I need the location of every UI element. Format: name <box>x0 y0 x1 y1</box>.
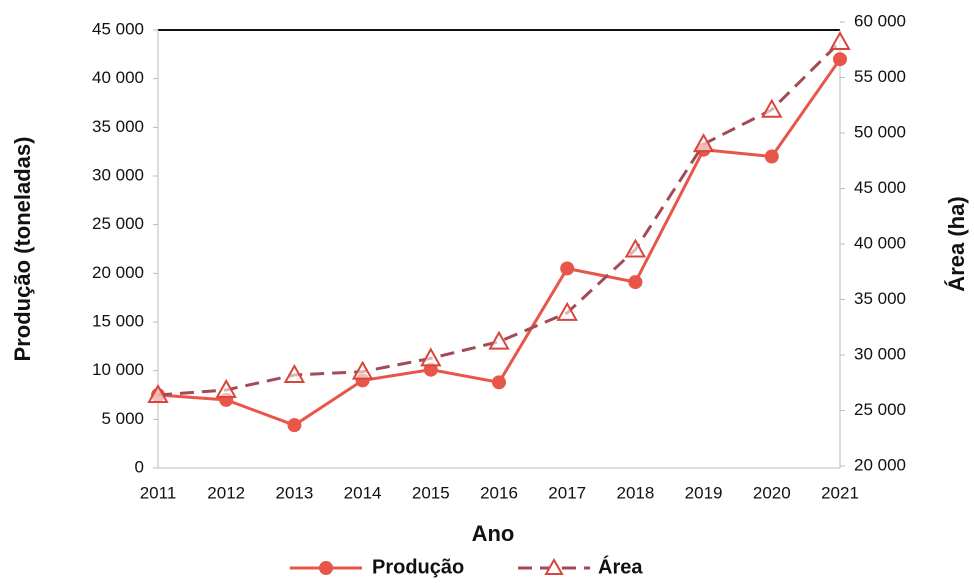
x-tick-label: 2015 <box>412 483 450 502</box>
y-tick-label: 5 000 <box>101 409 144 428</box>
marker <box>147 383 169 403</box>
marker <box>560 261 575 276</box>
marker <box>829 30 851 50</box>
marker <box>556 301 578 321</box>
x-tick-label: 2013 <box>275 483 313 502</box>
x-tick-label: 2011 <box>140 483 177 502</box>
marker <box>628 275 643 290</box>
x-tick-label: 2016 <box>480 483 518 502</box>
series-line <box>157 58 842 427</box>
y2-tick-label: 55 000 <box>854 67 906 86</box>
y-tick-label: 0 <box>135 457 144 476</box>
y2-tick-label: 20 000 <box>854 455 906 474</box>
y-tick-label: 15 000 <box>92 311 144 330</box>
legend-label: Área <box>598 555 643 578</box>
legend-marker <box>544 557 564 575</box>
y-tick-label: 30 000 <box>92 165 144 184</box>
x-tick-label: 2014 <box>344 483 382 502</box>
y-tick-label: 10 000 <box>92 360 144 379</box>
marker <box>420 347 442 367</box>
y-tick-label: 45 000 <box>92 19 144 38</box>
y2-tick-label: 35 000 <box>854 289 906 308</box>
y2-tick-label: 25 000 <box>854 400 906 419</box>
y2-tick-label: 50 000 <box>854 122 906 141</box>
marker <box>761 98 783 118</box>
y2-axis-label: Área (ha) <box>944 196 969 291</box>
marker <box>833 52 847 67</box>
marker <box>283 363 306 383</box>
y2-tick-label: 30 000 <box>854 344 906 363</box>
y-tick-label: 40 000 <box>92 68 144 87</box>
legend-label: Produção <box>372 556 464 578</box>
marker <box>215 378 237 398</box>
y-axis-label: Produção (toneladas) <box>10 137 35 362</box>
x-axis-label: Ano <box>472 521 515 546</box>
series-line <box>157 40 842 397</box>
x-tick-label: 2020 <box>753 483 791 502</box>
y-tick-label: 25 000 <box>92 214 144 233</box>
x-tick-label: 2012 <box>207 483 245 502</box>
y2-tick-label: 60 000 <box>854 11 906 30</box>
y-tick-label: 20 000 <box>92 263 144 282</box>
marker <box>624 238 647 258</box>
marker <box>492 375 506 390</box>
y-tick-label: 35 000 <box>92 117 144 136</box>
y2-tick-label: 45 000 <box>854 178 906 197</box>
y2-tick-label: 40 000 <box>854 233 906 252</box>
marker <box>488 330 510 350</box>
marker <box>764 149 779 164</box>
x-tick-label: 2017 <box>548 483 586 502</box>
legend-marker <box>319 561 333 575</box>
marker <box>692 133 715 153</box>
x-tick-label: 2019 <box>685 483 723 502</box>
marker <box>287 418 302 433</box>
x-tick-label: 2021 <box>821 483 859 502</box>
x-tick-label: 2018 <box>616 483 654 502</box>
marker <box>351 360 374 380</box>
